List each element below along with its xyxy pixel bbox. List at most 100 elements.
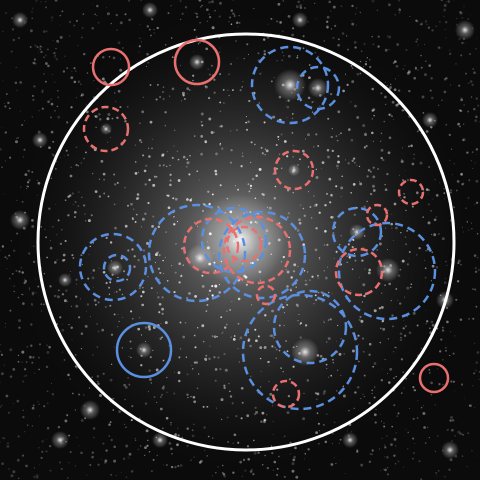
particle <box>469 405 470 406</box>
particle <box>86 475 87 476</box>
particle <box>47 427 49 429</box>
particle <box>457 280 459 282</box>
particle <box>77 45 78 46</box>
particle <box>334 457 335 458</box>
particle <box>261 371 262 372</box>
particle <box>7 102 9 104</box>
particle <box>247 445 249 447</box>
particle <box>239 361 240 362</box>
particle <box>407 179 409 181</box>
particle <box>260 358 262 360</box>
particle <box>122 294 124 296</box>
particle <box>435 404 436 405</box>
particle <box>146 445 148 447</box>
particle <box>150 84 152 86</box>
particle <box>13 39 16 42</box>
particle <box>450 416 453 419</box>
particle <box>56 234 57 235</box>
particle <box>418 45 419 46</box>
particle <box>36 474 39 477</box>
particle <box>34 373 35 374</box>
particle <box>324 204 326 206</box>
particle <box>352 246 354 248</box>
particle <box>52 393 54 395</box>
particle <box>326 368 327 369</box>
particle <box>109 305 111 307</box>
particle <box>227 441 229 443</box>
particle <box>105 449 107 451</box>
particle <box>467 18 469 20</box>
particle <box>422 95 425 98</box>
particle <box>337 325 338 326</box>
particle <box>315 392 317 394</box>
particle <box>22 302 25 305</box>
particle <box>156 402 157 403</box>
particle <box>114 346 115 347</box>
particle <box>463 6 464 7</box>
particle <box>428 221 431 224</box>
particle <box>215 153 218 156</box>
particle <box>18 37 20 39</box>
particle <box>460 318 462 320</box>
particle <box>74 81 77 84</box>
particle <box>369 343 372 346</box>
particle <box>447 0 450 3</box>
particle <box>335 463 336 464</box>
particle <box>438 470 440 472</box>
particle <box>477 233 479 235</box>
particle <box>336 341 337 342</box>
particle <box>259 73 261 75</box>
particle <box>46 366 49 369</box>
particle <box>475 163 476 164</box>
particle <box>214 285 217 288</box>
particle <box>106 237 108 239</box>
particle <box>427 427 429 429</box>
particle <box>403 69 404 70</box>
particle <box>428 27 430 29</box>
particle <box>359 316 361 318</box>
particle <box>18 319 21 322</box>
particle <box>221 419 222 420</box>
particle <box>401 159 402 160</box>
particle <box>364 375 366 377</box>
particle <box>171 453 173 455</box>
particle <box>255 174 258 177</box>
particle <box>144 446 147 449</box>
particle <box>225 369 228 372</box>
particle <box>286 155 288 157</box>
particle <box>21 124 23 126</box>
particle <box>85 325 88 328</box>
particle <box>217 336 218 337</box>
particle <box>22 455 24 457</box>
particle <box>131 470 134 473</box>
particle <box>44 273 45 274</box>
particle <box>92 3 93 4</box>
particle <box>454 435 456 437</box>
particle <box>117 182 119 184</box>
particle <box>455 63 456 64</box>
particle <box>17 459 20 462</box>
particle <box>97 464 99 466</box>
particle <box>67 301 68 302</box>
particle <box>57 90 59 92</box>
particle <box>300 322 302 324</box>
particle <box>180 322 182 324</box>
particle <box>331 463 334 466</box>
particle <box>78 80 81 83</box>
particle <box>362 124 365 127</box>
particle <box>303 35 305 37</box>
particle <box>214 10 215 11</box>
particle <box>194 335 196 337</box>
particle <box>214 92 216 94</box>
particle <box>216 408 217 409</box>
particle <box>103 179 105 181</box>
particle <box>380 470 381 471</box>
particle <box>365 132 366 133</box>
particle <box>471 223 472 224</box>
particle <box>462 455 464 457</box>
particle <box>137 449 138 450</box>
particle <box>359 182 362 185</box>
particle <box>29 289 30 290</box>
particle <box>22 416 24 418</box>
particle <box>449 50 451 52</box>
